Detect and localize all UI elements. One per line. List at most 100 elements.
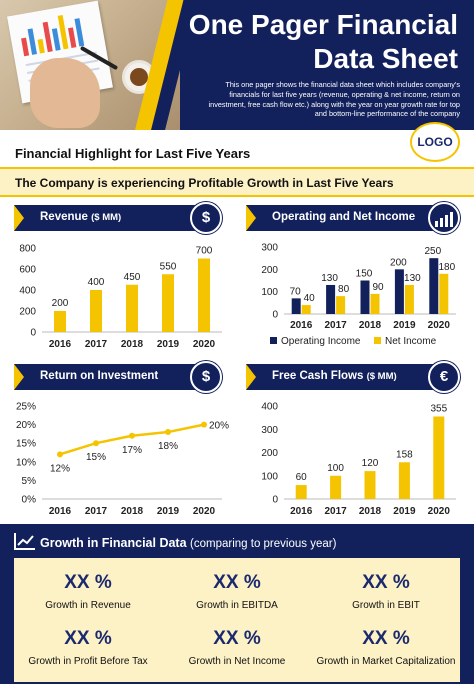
roi-header: Return on Investment $ <box>14 361 224 393</box>
data-label: 158 <box>396 449 413 460</box>
metric-value: XX % <box>213 572 261 593</box>
metric-value: XX % <box>64 628 112 649</box>
data-label: 20% <box>209 421 229 432</box>
bar <box>404 284 414 314</box>
fcf-header: Free Cash Flows ($ MM) € <box>246 361 462 393</box>
data-label: 150 <box>356 269 373 280</box>
page-title: One Pager Financial Data Sheet <box>168 8 458 76</box>
data-label: 700 <box>196 246 213 257</box>
y-tick-label: 0% <box>22 495 37 506</box>
x-tick-label: 2017 <box>85 506 108 517</box>
y-tick-label: 600 <box>19 265 36 276</box>
data-label: 80 <box>338 284 350 295</box>
dollar-circle-icon: $ <box>190 202 222 234</box>
fcf-title: Free Cash Flows <box>272 370 364 382</box>
x-tick-label: 2016 <box>49 339 72 350</box>
bar <box>301 305 311 314</box>
y-tick-label: 0 <box>272 310 278 321</box>
revenue-chart: 0 200 400 600 800 2016 2017 2018 2019 2020 200 400 4… <box>19 244 222 350</box>
data-label: 70 <box>290 286 302 297</box>
data-point <box>165 429 171 436</box>
metric-market-cap: XX % Growth in Market Capitalization <box>312 628 460 667</box>
metric-caption: Growth in EBITDA <box>196 600 278 611</box>
y-tick-label: 100 <box>261 471 278 482</box>
bar <box>394 269 404 314</box>
data-label: 17% <box>122 445 142 456</box>
bar <box>330 475 342 499</box>
data-label: 130 <box>404 273 421 284</box>
page-description: This one pager shows the financial data … <box>208 80 460 119</box>
roi-chart: 0% 5% 10% 15% 20% 25% 2016 2017 2018 2019 2020 12% 1… <box>16 402 229 518</box>
y-tick-label: 0 <box>272 495 278 506</box>
data-point <box>201 421 207 428</box>
x-tick-label: 2020 <box>428 506 451 517</box>
legend-swatch <box>270 337 277 344</box>
operating-title: Operating and Net Income <box>272 211 416 223</box>
growth-title-text: Growth in Financial Data <box>40 536 187 550</box>
data-label: 60 <box>296 472 308 483</box>
fcf-unit: ($ MM) <box>366 371 397 382</box>
bar <box>433 416 445 499</box>
bar <box>326 284 336 314</box>
roi-title: Return on Investment <box>40 370 159 382</box>
y-tick-label: 200 <box>19 307 36 318</box>
bar <box>364 471 376 499</box>
metric-value: XX % <box>362 572 410 593</box>
data-label: 200 <box>52 298 69 309</box>
data-label: 200 <box>390 257 407 268</box>
y-tick-label: 100 <box>261 287 278 298</box>
hero-header: One Pager Financial Data Sheet This one … <box>0 0 474 130</box>
x-tick-label: 2018 <box>359 320 382 331</box>
data-point <box>57 451 63 458</box>
x-tick-label: 2019 <box>157 339 180 350</box>
trend-line-icon <box>14 533 35 550</box>
y-tick-label: 25% <box>16 402 36 413</box>
metric-net-income: XX % Growth in Net Income <box>163 628 311 667</box>
metric-ebitda: XX % Growth in EBITDA <box>163 572 311 611</box>
banner-text: The Company is experiencing Profitable G… <box>15 176 394 190</box>
dollar-cycle-icon: $ <box>190 361 222 393</box>
x-tick-label: 2020 <box>193 506 216 517</box>
operating-header: Operating and Net Income <box>246 202 462 234</box>
y-tick-label: 200 <box>261 265 278 276</box>
legend-swatch <box>374 337 381 344</box>
x-tick-label: 2016 <box>290 506 313 517</box>
data-label: 250 <box>424 246 441 257</box>
bar <box>439 273 449 314</box>
fcf-chart: 0 100 200 300 400 2016 2017 2018 2019 2020 60 100 12… <box>261 402 456 517</box>
metric-revenue: XX % Growth in Revenue <box>14 572 162 611</box>
data-label: 100 <box>327 463 344 474</box>
data-label: 12% <box>50 463 70 474</box>
y-tick-label: 300 <box>261 243 278 254</box>
bar <box>295 485 307 499</box>
bar <box>336 296 346 314</box>
data-label: 40 <box>304 293 316 304</box>
y-tick-label: 800 <box>19 244 36 255</box>
metric-caption: Growth in Market Capitalization <box>316 656 456 667</box>
y-tick-label: 10% <box>16 457 36 468</box>
data-label: 550 <box>160 261 177 272</box>
title-line-2: Data Sheet <box>313 43 458 74</box>
bar <box>370 293 380 314</box>
x-tick-label: 2017 <box>324 320 347 331</box>
y-tick-label: 400 <box>261 402 278 413</box>
y-tick-label: 300 <box>261 425 278 436</box>
data-label: 15% <box>86 452 106 463</box>
bar <box>360 280 370 314</box>
metric-caption: Growth in Profit Before Tax <box>28 656 148 667</box>
y-tick-label: 15% <box>16 439 36 450</box>
revenue-title: Revenue <box>40 211 88 223</box>
bar <box>429 258 439 314</box>
bar <box>198 258 210 332</box>
metric-value: XX % <box>213 628 261 649</box>
x-tick-label: 2020 <box>428 320 451 331</box>
x-tick-label: 2019 <box>157 506 180 517</box>
legend-label: Operating Income <box>281 336 361 347</box>
metric-caption: Growth in Revenue <box>45 600 131 611</box>
y-tick-label: 200 <box>261 448 278 459</box>
data-label: 120 <box>362 458 379 469</box>
bar <box>126 284 138 332</box>
x-tick-label: 2019 <box>393 506 416 517</box>
data-point <box>93 440 99 447</box>
hand-image <box>30 58 100 128</box>
